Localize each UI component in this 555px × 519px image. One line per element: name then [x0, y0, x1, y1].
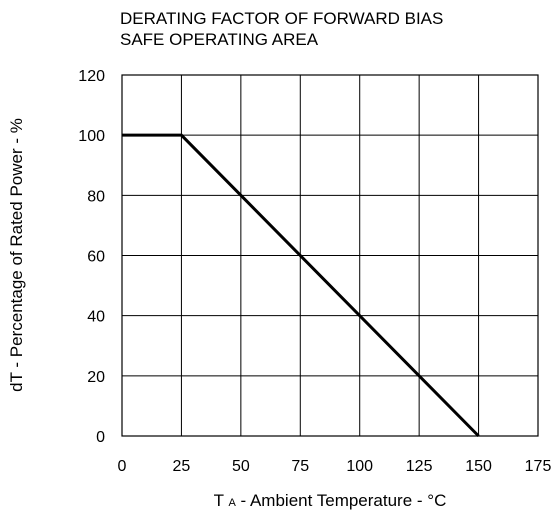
y-tick-label: 0: [96, 429, 105, 446]
y-tick-label: 80: [87, 188, 105, 205]
x-tick-label: 0: [118, 458, 127, 475]
chart-title-line-2: SAFE OPERATING AREA: [120, 30, 319, 49]
data-series: [122, 133, 480, 438]
x-tick-label: 75: [291, 458, 309, 475]
y-axis-label: dT - Percentage of Rated Power - %: [7, 118, 26, 392]
x-tick-labels: 0 25 50 75 100 125 150 175: [118, 458, 552, 475]
y-tick-label: 100: [78, 128, 105, 145]
x-tick-label: 50: [232, 458, 250, 475]
plot-frame: [121, 74, 539, 437]
x-axis-label-text: - Ambient Temperature - °C: [241, 491, 447, 510]
x-tick-label: 125: [406, 458, 433, 475]
x-tick-label: 100: [346, 458, 373, 475]
x-tick-label: 25: [173, 458, 191, 475]
y-tick-label: 60: [87, 249, 105, 266]
chart-title: DERATING FACTOR OF FORWARD BIAS SAFE OPE…: [120, 8, 443, 50]
chart-title-line-1: DERATING FACTOR OF FORWARD BIAS: [120, 9, 444, 28]
x-axis-label-subscript: A: [228, 497, 236, 509]
derating-line: [122, 133, 480, 438]
y-tick-label: 20: [87, 369, 105, 386]
y-tick-label: 40: [87, 309, 105, 326]
grid-lines: [121, 74, 539, 437]
x-axis-label: T A - Ambient Temperature - °C: [214, 491, 447, 510]
x-tick-label: 175: [525, 458, 552, 475]
x-tick-label: 150: [465, 458, 492, 475]
x-axis-label-symbol: T: [214, 491, 224, 510]
y-tick-labels: 0 20 40 60 80 100 120: [78, 68, 105, 446]
y-tick-label: 120: [78, 68, 105, 85]
